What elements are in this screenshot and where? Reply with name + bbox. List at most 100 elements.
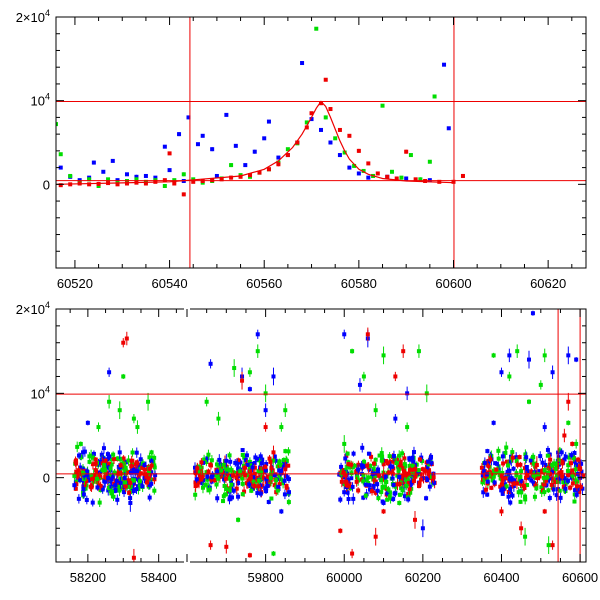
data-point (480, 480, 485, 485)
data-point (162, 184, 167, 189)
data-point (352, 163, 357, 168)
data-point (397, 492, 402, 497)
bottom-plot-frame (55, 308, 587, 563)
data-point (110, 489, 115, 494)
data-point (385, 497, 390, 502)
data-point (361, 473, 366, 478)
data-point (354, 469, 359, 474)
data-point (93, 457, 98, 462)
data-point (268, 475, 273, 480)
data-point (343, 467, 348, 472)
data-point (263, 408, 268, 413)
data-point (442, 62, 447, 67)
data-point (339, 464, 344, 469)
data-point (117, 488, 122, 493)
data-point (361, 479, 366, 484)
data-point (408, 490, 413, 495)
data-point (242, 489, 247, 494)
data-point (131, 416, 136, 421)
data-point (319, 127, 323, 132)
data-point (204, 399, 209, 404)
data-point (285, 153, 290, 158)
data-point (507, 353, 512, 358)
data-point (498, 484, 503, 489)
data-point (272, 483, 277, 488)
data-point (508, 500, 513, 505)
data-point (109, 477, 114, 482)
data-point (202, 457, 207, 462)
data-point (73, 486, 78, 491)
data-point (275, 464, 280, 469)
data-point (194, 477, 199, 482)
data-point (96, 184, 101, 189)
data-point (482, 461, 487, 466)
data-point (383, 479, 388, 484)
data-point (386, 487, 391, 492)
data-point (359, 463, 364, 468)
data-point (214, 173, 219, 178)
data-point (247, 482, 252, 487)
data-point (83, 486, 88, 491)
data-point (72, 473, 77, 478)
data-point (377, 453, 382, 458)
data-point (413, 177, 418, 182)
data-point (397, 453, 402, 458)
data-point (118, 463, 123, 468)
data-point (87, 182, 92, 187)
data-point (485, 479, 490, 484)
data-point (130, 450, 135, 455)
data-point (346, 483, 351, 488)
data-point (282, 492, 287, 497)
data-point (531, 454, 536, 459)
data-point (135, 469, 140, 474)
data-point (551, 487, 556, 492)
data-point (361, 495, 366, 500)
data-point (279, 468, 284, 473)
data-point (266, 476, 271, 481)
data-point (78, 477, 83, 482)
data-point (117, 465, 122, 470)
data-point (135, 425, 140, 430)
data-point (121, 374, 126, 379)
data-point (379, 451, 384, 456)
data-point (284, 485, 289, 490)
data-point (103, 470, 108, 475)
data-point (515, 462, 520, 467)
y-tick-label: 0 (43, 177, 50, 192)
data-point (106, 177, 111, 182)
data-point (523, 534, 528, 539)
data-point (231, 473, 236, 478)
data-point (242, 455, 247, 460)
data-point (373, 408, 378, 413)
data-point (247, 387, 252, 392)
data-point (278, 471, 283, 476)
data-point (506, 494, 511, 499)
data-point (100, 467, 105, 472)
data-point (90, 500, 95, 505)
data-point (416, 468, 421, 473)
data-point (530, 311, 535, 316)
data-point (191, 179, 196, 184)
data-point (229, 468, 234, 473)
data-point (134, 177, 139, 182)
data-point (138, 465, 143, 470)
data-point (240, 481, 245, 486)
data-point (371, 467, 376, 472)
data-point (349, 476, 354, 481)
data-point (285, 147, 290, 152)
data-point (534, 463, 539, 468)
data-point (123, 480, 128, 485)
model-curve (56, 100, 454, 185)
x-tick-label: 60600 (562, 570, 598, 585)
data-point (399, 477, 404, 482)
data-point (413, 474, 418, 479)
data-point (274, 478, 279, 483)
data-point (229, 163, 234, 168)
data-point (281, 457, 286, 462)
data-point (221, 499, 226, 504)
data-point (397, 474, 402, 479)
data-point (124, 172, 129, 177)
data-point (426, 459, 431, 464)
data-point (99, 452, 104, 457)
data-point (149, 463, 154, 468)
